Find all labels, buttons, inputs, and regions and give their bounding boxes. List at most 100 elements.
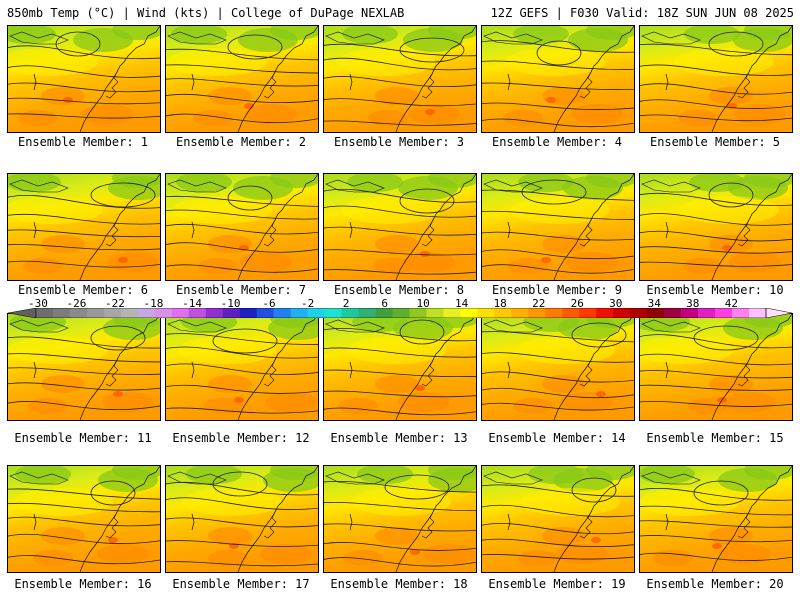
colorbar-tick-label: 18 [493, 297, 507, 310]
colorbar-tick-label: 30 [609, 297, 623, 310]
ensemble-member-label: Ensemble Member: 3 [333, 135, 465, 149]
ensemble-member-label: Ensemble Member: 18 [330, 577, 468, 591]
colorbar-swatch [630, 308, 648, 318]
ensemble-map-panel [639, 25, 793, 133]
ensemble-map-panel [7, 313, 161, 421]
model-run-info: 12Z GEFS | F030 Valid: 18Z SUN JUN 08 20… [490, 6, 794, 20]
ensemble-map-panel [165, 465, 319, 573]
ensemble-map-panel [323, 313, 477, 421]
colorbar-swatch [36, 308, 54, 318]
ensemble-member-label: Ensemble Member: 13 [330, 431, 468, 445]
colorbar-swatch [273, 308, 291, 318]
colorbar-swatch [239, 308, 257, 318]
colorbar-swatch [528, 308, 546, 318]
colorbar-swatch [715, 308, 733, 318]
ensemble-map-panel [481, 173, 635, 281]
ensemble-member-label: Ensemble Member: 4 [491, 135, 623, 149]
ensemble-map-panel [165, 25, 319, 133]
ensemble-member-label: Ensemble Member: 11 [14, 431, 152, 445]
colorbar-tick-label: 34 [647, 297, 661, 310]
colorbar-swatch [460, 308, 478, 318]
ensemble-map-panel [323, 173, 477, 281]
colorbar-swatch [698, 308, 716, 318]
ensemble-map-panel [639, 313, 793, 421]
colorbar-swatch [120, 308, 139, 318]
ensemble-map-panel [323, 25, 477, 133]
colorbar-swatch [375, 308, 393, 318]
colorbar-swatch [647, 308, 665, 318]
colorbar-tick-label: 6 [381, 297, 388, 310]
colorbar-swatch [307, 308, 325, 318]
colorbar-swatch [341, 308, 359, 318]
colorbar-swatch [392, 308, 410, 318]
colorbar-tick-label: -6 [262, 297, 276, 310]
colorbar-tick-label: 10 [416, 297, 430, 310]
colorbar-swatch [477, 308, 495, 318]
colorbar-swatch [188, 308, 207, 318]
ensemble-map-panel [7, 25, 161, 133]
colorbar-swatch [681, 308, 699, 318]
ensemble-member-label: Ensemble Member: 12 [172, 431, 310, 445]
temperature-colorbar: -30 -26 -22 -18 -14 -10 -6 -2 2 6 10 14 18 22 26 30 34 38… [8, 297, 792, 321]
ensemble-map-panel [323, 465, 477, 573]
colorbar-swatch [409, 308, 427, 318]
colorbar-swatch [426, 308, 444, 318]
colorbar-swatch [137, 308, 156, 318]
colorbar-tick-label: -30 [27, 297, 48, 310]
colorbar-swatch [324, 308, 342, 318]
colorbar-swatch [69, 308, 88, 318]
ensemble-member-label: Ensemble Member: 19 [488, 577, 626, 591]
ensemble-member-label: Ensemble Member: 15 [646, 431, 784, 445]
ensemble-member-label: Ensemble Member: 6 [17, 283, 149, 297]
ensemble-map-panel [639, 465, 793, 573]
ensemble-map-panel [639, 173, 793, 281]
colorbar-swatch [613, 308, 631, 318]
ensemble-member-label: Ensemble Member: 17 [172, 577, 310, 591]
colorbar-swatch [205, 308, 224, 318]
map-title: 850mb Temp (°C) | Wind (kts) | College o… [7, 6, 405, 20]
ensemble-member-label: Ensemble Member: 1 [17, 135, 149, 149]
colorbar-tick-label: 38 [686, 297, 700, 310]
colorbar-swatch [732, 308, 750, 318]
ensemble-map-panel [481, 313, 635, 421]
colorbar-tick-label: 2 [342, 297, 350, 310]
colorbar-swatch [290, 308, 308, 318]
colorbar-tick-label: -10 [220, 297, 241, 310]
colorbar-swatch [86, 308, 105, 318]
colorbar-swatch [52, 308, 71, 318]
colorbar-swatch [664, 308, 682, 318]
colorbar-swatch [222, 308, 241, 318]
ensemble-map-panel [481, 465, 635, 573]
ensemble-member-label: Ensemble Member: 10 [646, 283, 784, 297]
colorbar-swatch [749, 308, 767, 318]
colorbar-tick-label: -14 [182, 297, 202, 310]
colorbar-swatch [545, 308, 563, 318]
ensemble-member-label: Ensemble Member: 9 [491, 283, 623, 297]
ensemble-member-label: Ensemble Member: 7 [175, 283, 307, 297]
ensemble-member-label: Ensemble Member: 20 [646, 577, 784, 591]
colorbar-tick-label: 22 [532, 297, 546, 310]
colorbar-swatch [358, 308, 376, 318]
ensemble-member-label: Ensemble Member: 5 [649, 135, 781, 149]
ensemble-map-panel [481, 25, 635, 133]
ensemble-member-label: Ensemble Member: 2 [175, 135, 307, 149]
colorbar-swatch [103, 308, 122, 318]
colorbar-tick-label: -2 [300, 297, 315, 310]
colorbar-tick-label: 14 [455, 297, 469, 310]
ensemble-map-panel [7, 465, 161, 573]
ensemble-map-panel [165, 313, 319, 421]
ensemble-member-label: Ensemble Member: 16 [14, 577, 152, 591]
ensemble-map-panel [7, 173, 161, 281]
colorbar-swatch [154, 308, 173, 318]
colorbar-swatch [579, 308, 597, 318]
colorbar-swatch [256, 308, 274, 318]
colorbar-scale [8, 308, 792, 318]
colorbar-tick-label: 42 [724, 297, 738, 310]
colorbar-swatch [511, 308, 529, 318]
colorbar-tick-label: 26 [570, 297, 584, 310]
colorbar-swatch [596, 308, 614, 318]
colorbar-tick-label: -26 [66, 297, 87, 310]
colorbar-swatch [443, 308, 461, 318]
colorbar-swatch [171, 308, 190, 318]
ensemble-map-panel [165, 173, 319, 281]
